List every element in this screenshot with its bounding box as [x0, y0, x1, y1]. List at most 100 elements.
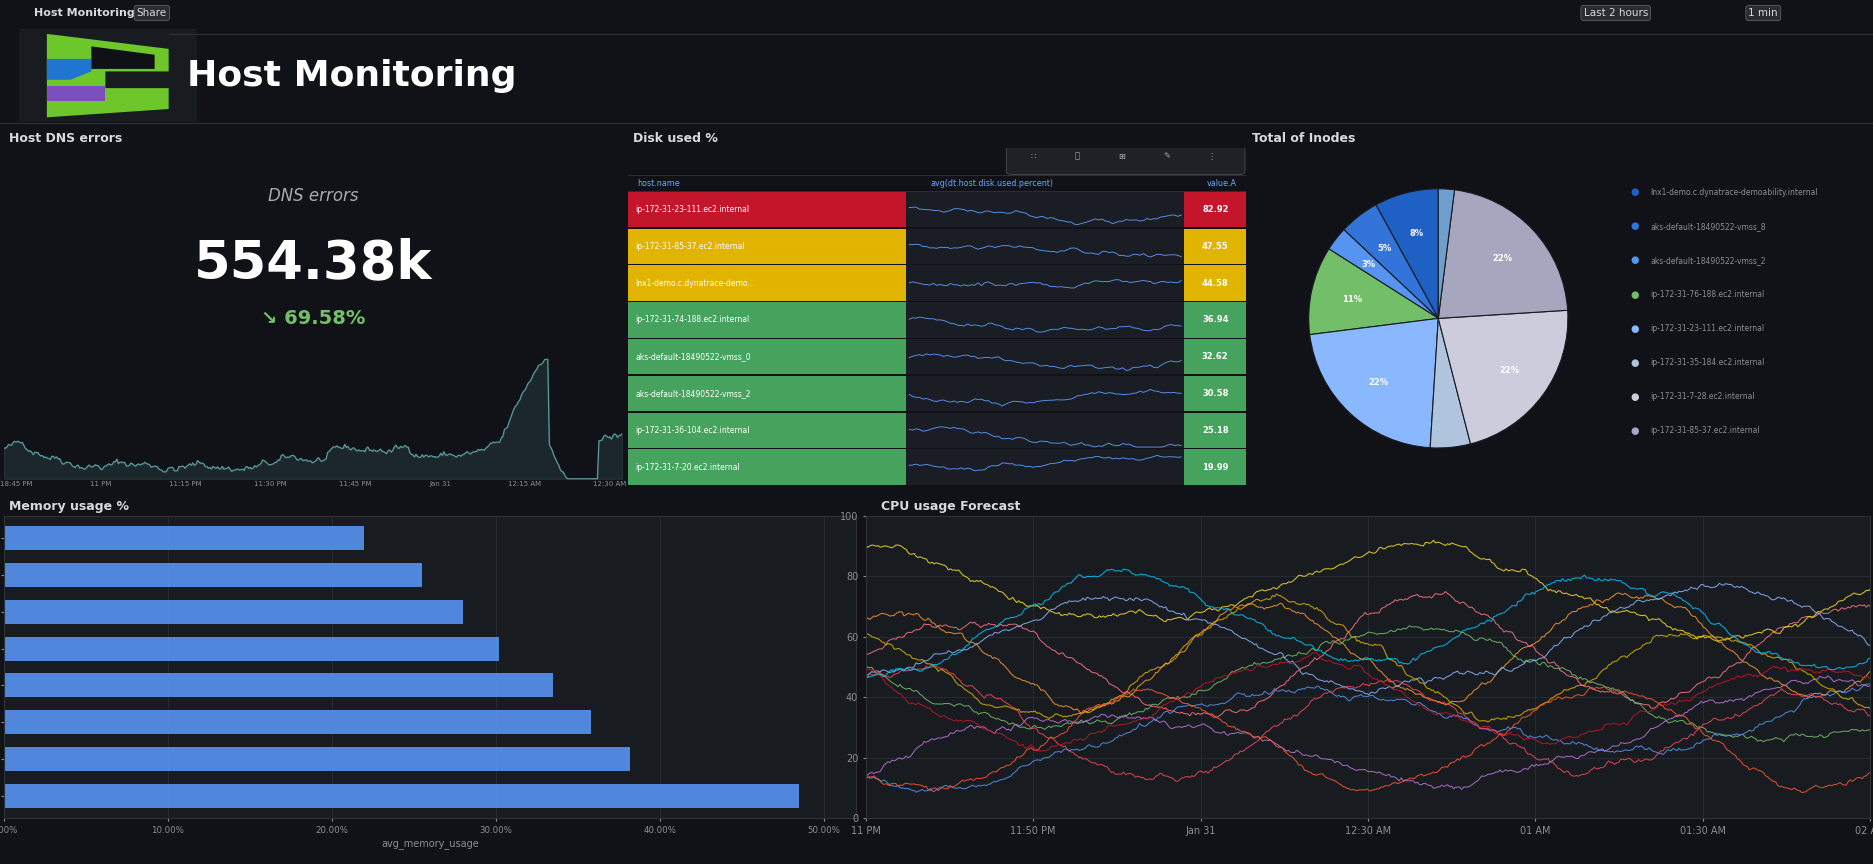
Text: ∷: ∷	[1030, 152, 1036, 161]
Text: aks-default-18490522-vmss_2: aks-default-18490522-vmss_2	[635, 389, 751, 398]
Text: 11 PM: 11 PM	[90, 481, 112, 487]
Bar	[4, 747, 629, 772]
Text: ip-172-31-7-20.ec2.internal: ip-172-31-7-20.ec2.internal	[635, 463, 740, 472]
Bar	[627, 302, 907, 338]
Bar	[4, 637, 498, 661]
Text: avg(dt.host.disk.used.percent): avg(dt.host.disk.used.percent)	[931, 179, 1053, 188]
Bar	[1184, 449, 1246, 485]
Text: DNS errors: DNS errors	[268, 187, 358, 205]
Bar	[907, 413, 1184, 448]
Bar	[907, 376, 1184, 411]
Text: ●: ●	[1630, 289, 1639, 300]
Text: ●: ●	[1630, 426, 1639, 435]
Text: 11:45 PM: 11:45 PM	[339, 481, 371, 487]
Text: ip-172-31-23-111.ec2.internal: ip-172-31-23-111.ec2.internal	[635, 205, 749, 214]
Text: 22%: 22%	[1491, 253, 1512, 263]
Bar	[907, 339, 1184, 374]
Bar	[907, 192, 1184, 227]
Text: ip-172-31-74-188.ec2.internal: ip-172-31-74-188.ec2.internal	[635, 315, 749, 325]
X-axis label: avg_memory_usage: avg_memory_usage	[380, 841, 479, 850]
Bar	[4, 785, 798, 808]
Bar	[4, 710, 590, 734]
Bar	[19, 29, 197, 123]
Bar	[907, 265, 1184, 301]
Text: 5%: 5%	[1377, 245, 1390, 253]
Text: ip-172-31-36-104.ec2.internal: ip-172-31-36-104.ec2.internal	[635, 426, 749, 435]
Text: 3%: 3%	[1362, 260, 1375, 269]
Text: 82.92: 82.92	[1201, 205, 1229, 214]
Wedge shape	[1438, 190, 1568, 319]
Bar	[4, 526, 363, 550]
Text: aks-default-18490522-vmss_0: aks-default-18490522-vmss_0	[635, 353, 751, 361]
Bar	[1184, 265, 1246, 301]
Bar	[1184, 339, 1246, 374]
Text: ip-172-31-23-111.ec2.internal: ip-172-31-23-111.ec2.internal	[1650, 324, 1762, 334]
Text: 30.58: 30.58	[1201, 389, 1229, 398]
Text: ip-172-31-85-37.ec2.internal: ip-172-31-85-37.ec2.internal	[635, 242, 744, 251]
Text: 18:45 PM: 18:45 PM	[0, 481, 32, 487]
Text: Memory usage %: Memory usage %	[9, 500, 129, 513]
Bar	[4, 600, 463, 624]
Text: ip-172-31-76-188.ec2.internal: ip-172-31-76-188.ec2.internal	[1650, 290, 1764, 299]
Text: lnx1-demo.c.dynatrace-demoability.internal: lnx1-demo.c.dynatrace-demoability.intern…	[1650, 187, 1817, 197]
Bar	[1184, 413, 1246, 448]
Text: 8%: 8%	[1408, 228, 1423, 238]
Text: ⋮: ⋮	[1206, 152, 1214, 161]
Bar	[627, 449, 907, 485]
Text: ⤢: ⤢	[1075, 152, 1079, 161]
Text: ip-172-31-35-184.ec2.internal: ip-172-31-35-184.ec2.internal	[1650, 359, 1764, 367]
Text: Disk used %: Disk used %	[633, 132, 717, 145]
Text: aks-default-18490522-vmss_2: aks-default-18490522-vmss_2	[1650, 256, 1764, 265]
Wedge shape	[1375, 189, 1438, 319]
Bar	[907, 302, 1184, 338]
Text: 12:30 AM: 12:30 AM	[594, 481, 626, 487]
Text: 25.18: 25.18	[1201, 426, 1229, 435]
Text: 19.99: 19.99	[1201, 463, 1229, 472]
FancyBboxPatch shape	[1006, 138, 1244, 175]
Wedge shape	[1343, 205, 1438, 319]
Bar	[627, 229, 907, 264]
Text: CPU usage Forecast: CPU usage Forecast	[880, 500, 1019, 513]
Text: 11%: 11%	[1341, 295, 1362, 303]
Text: ●: ●	[1630, 221, 1639, 232]
Wedge shape	[1438, 189, 1453, 319]
Wedge shape	[1307, 249, 1438, 334]
Text: ●: ●	[1630, 358, 1639, 368]
Text: 22%: 22%	[1367, 378, 1388, 387]
Wedge shape	[1429, 319, 1470, 448]
Bar	[627, 376, 907, 411]
Bar	[627, 339, 907, 374]
Text: 11:15 PM: 11:15 PM	[169, 481, 202, 487]
Text: Last 2 hours: Last 2 hours	[1583, 8, 1646, 18]
Bar	[627, 192, 907, 227]
Bar	[1184, 192, 1246, 227]
Text: 22%: 22%	[1498, 365, 1519, 375]
Text: lnx1-demo.c.dynatrace-demo...: lnx1-demo.c.dynatrace-demo...	[635, 278, 755, 288]
Polygon shape	[92, 47, 154, 69]
Text: Host DNS errors: Host DNS errors	[9, 132, 122, 145]
Wedge shape	[1309, 319, 1438, 448]
Text: aks-default-18490522-vmss_8: aks-default-18490522-vmss_8	[1650, 222, 1764, 231]
Bar	[627, 265, 907, 301]
Text: 44.58: 44.58	[1201, 278, 1229, 288]
Text: 47.55: 47.55	[1201, 242, 1229, 251]
Text: 1 min: 1 min	[1748, 8, 1777, 18]
Wedge shape	[1328, 230, 1438, 319]
Text: Total of Inodes: Total of Inodes	[1251, 132, 1354, 145]
Bar	[1184, 376, 1246, 411]
Bar	[1184, 302, 1246, 338]
Text: 12:15 AM: 12:15 AM	[508, 481, 541, 487]
Text: ●: ●	[1630, 324, 1639, 334]
Polygon shape	[47, 34, 169, 118]
Wedge shape	[1438, 310, 1568, 444]
Text: host.name: host.name	[637, 179, 680, 188]
Text: ✎: ✎	[1163, 152, 1169, 161]
Text: value.A: value.A	[1206, 179, 1236, 188]
Polygon shape	[47, 86, 105, 100]
Text: Jan 31: Jan 31	[429, 481, 451, 487]
Bar	[1184, 229, 1246, 264]
Text: ●: ●	[1630, 391, 1639, 402]
Text: ↘ 69.58%: ↘ 69.58%	[260, 309, 365, 327]
Text: Host Monitoring: Host Monitoring	[34, 8, 135, 18]
Text: ⊞: ⊞	[1118, 152, 1126, 161]
